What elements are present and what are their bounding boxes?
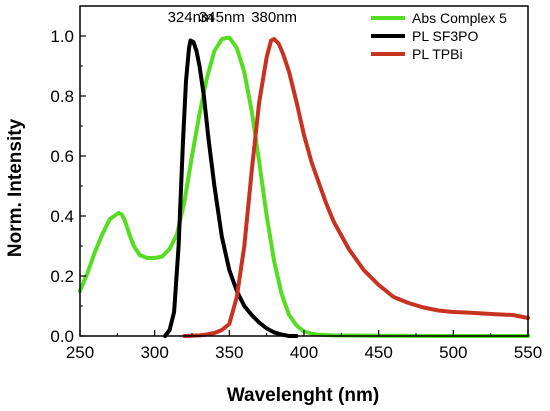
y-axis-title: Norm. Intensity (5, 118, 26, 257)
x-axis-title: Wavelenght (nm) (227, 385, 379, 406)
peak-label: 345nm (199, 9, 245, 26)
legend: Abs Complex 5 PL SF3PO PL TPBi (371, 10, 507, 62)
legend-label: PL TPBi (412, 46, 463, 62)
series-line-pl-tpbi (182, 37, 530, 338)
legend-label: Abs Complex 5 (412, 10, 507, 26)
peak-label: 324nm (168, 9, 214, 26)
x-tick-label: 300 (140, 343, 168, 362)
y-tick-label: 0.8 (50, 87, 74, 106)
x-tick-label: 500 (439, 343, 467, 362)
axes: 250 300 350 400 450 500 550 0.0 0.2 0.4 0.6 0.8 1.0 (50, 5, 542, 362)
series-line-pl-sf3po (163, 38, 299, 338)
x-tick-label: 550 (514, 343, 542, 362)
series-layer (78, 35, 530, 338)
y-tick-label: 0.0 (50, 327, 74, 346)
legend-label: PL SF3PO (412, 28, 479, 44)
x-tick-label: 350 (215, 343, 243, 362)
y-tick-label: 0.2 (50, 267, 74, 286)
x-tick-label: 400 (290, 343, 318, 362)
y-tick-label: 0.4 (50, 207, 74, 226)
y-tick-label: 0.6 (50, 147, 74, 166)
y-tick-label: 1.0 (50, 27, 74, 46)
x-tick-label: 250 (66, 343, 94, 362)
x-tick-label: 450 (364, 343, 392, 362)
peak-label: 380nm (251, 9, 297, 26)
